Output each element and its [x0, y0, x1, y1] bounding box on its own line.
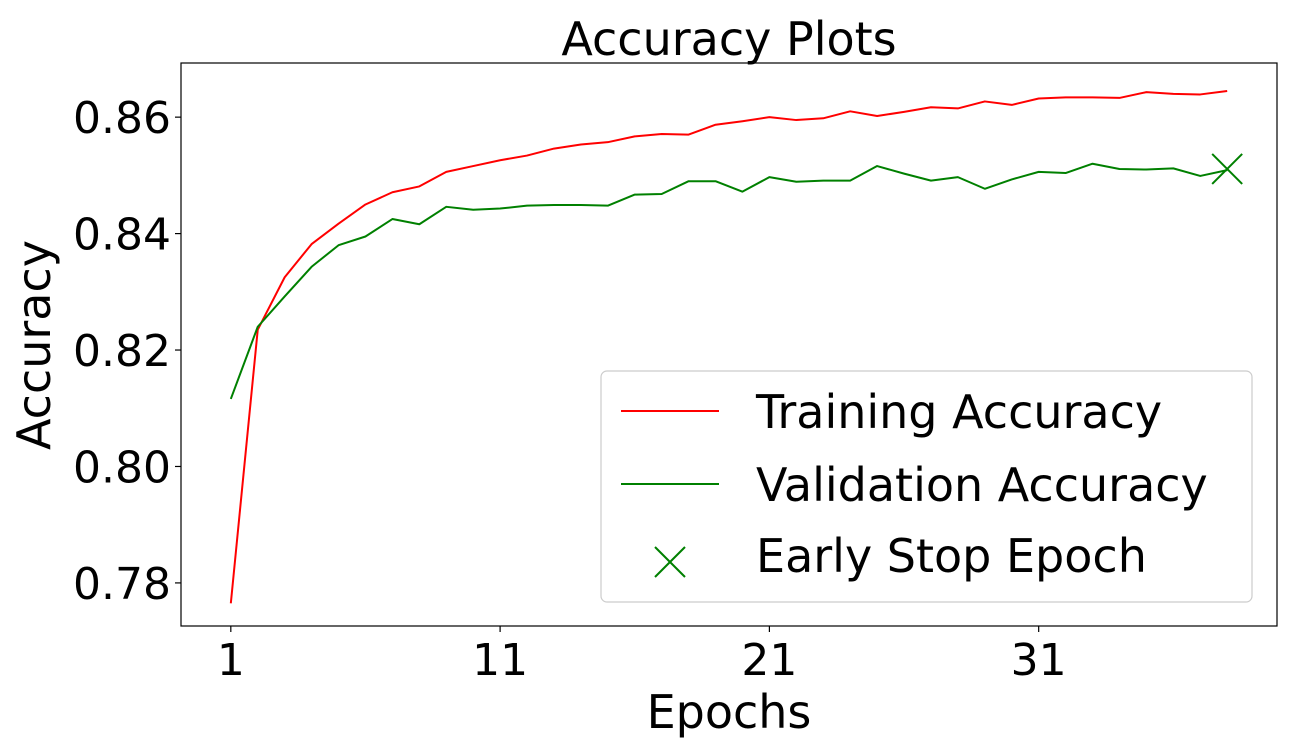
legend-label-early-stop: Early Stop Epoch: [756, 529, 1147, 583]
x-tick-label: 21: [741, 635, 797, 686]
x-tick-label: 1: [217, 635, 245, 686]
x-tick-label: 31: [1011, 635, 1067, 686]
plot-frame: [180, 62, 1278, 627]
legend-swatch-early-stop: [654, 546, 686, 578]
x-axis: 1 11 21 31: [217, 626, 1067, 686]
plot-area: [229, 89, 1243, 604]
legend-box: [600, 370, 1253, 603]
x-axis-title: Epochs: [647, 685, 812, 739]
y-axis: 0.78 0.80 0.82 0.84 0.86: [73, 93, 181, 610]
legend-label-training: Training Accuracy: [755, 385, 1162, 439]
y-tick-label: 0.84: [73, 210, 171, 261]
early-stop-marker: [1211, 153, 1243, 185]
series-line-training: [229, 89, 1228, 604]
y-tick-label: 0.86: [73, 93, 171, 144]
series-line-validation: [229, 162, 1228, 400]
y-axis-title: Accuracy: [7, 240, 61, 450]
x-tick-label: 11: [472, 635, 528, 686]
y-tick-label: 0.80: [73, 442, 171, 493]
legend: Training Accuracy Validation Accuracy Ea…: [600, 370, 1253, 603]
y-tick-label: 0.82: [73, 326, 171, 377]
y-tick-label: 0.78: [73, 559, 171, 610]
chart-title: Accuracy Plots: [561, 12, 896, 66]
legend-label-validation: Validation Accuracy: [756, 458, 1208, 512]
